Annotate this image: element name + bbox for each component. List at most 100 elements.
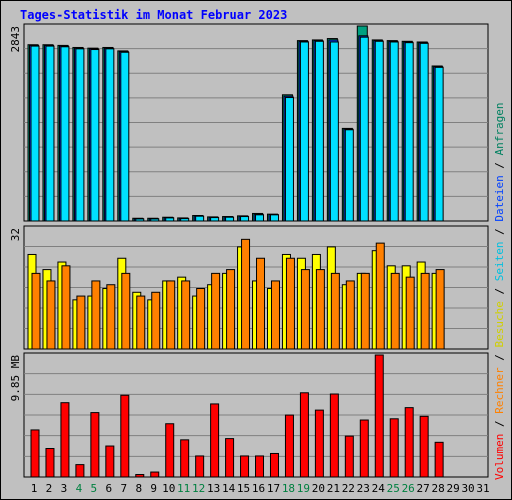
x-tick-label-day-20: 20 — [312, 482, 325, 495]
bar-hits-files-pages-s2-day-24 — [374, 40, 384, 222]
bar-visits-sites-s1-day-2 — [46, 280, 56, 350]
x-tick-label-day-1: 1 — [31, 482, 38, 495]
x-tick-label-day-24: 24 — [372, 482, 386, 495]
bar-hits-files-pages-s2-day-3 — [60, 46, 70, 222]
bar-visits-sites-s1-day-14 — [226, 269, 236, 350]
bar-visits-sites-s1-day-6 — [106, 284, 116, 350]
bar-visits-sites-s1-day-26 — [405, 276, 415, 350]
x-tick-label-day-21: 21 — [327, 482, 340, 495]
x-tick-label-day-11: 11 — [177, 482, 190, 495]
bar-visits-sites-s1-day-25 — [390, 272, 400, 350]
x-tick-label-day-9: 9 — [150, 482, 157, 495]
y-axis-max-label: 9.85 MB — [9, 355, 22, 402]
panel-volume: 9.85 MB — [9, 352, 489, 478]
bar-visits-sites-s1-day-1 — [31, 272, 41, 350]
right-legend-part-1: / — [493, 414, 506, 434]
bar-volume-s0-day-27 — [419, 415, 429, 478]
bar-visits-sites-s1-day-16 — [256, 257, 266, 350]
bar-volume-s0-day-19 — [299, 392, 309, 478]
bar-volume-s0-day-2 — [45, 448, 55, 478]
x-tick-label-day-28: 28 — [432, 482, 445, 495]
bar-hits-files-pages-s2-day-25 — [389, 41, 399, 222]
bar-visits-sites-s1-day-3 — [61, 265, 71, 350]
bar-volume-s0-day-8 — [135, 474, 145, 478]
bar-visits-sites-s1-day-15 — [241, 238, 251, 350]
bar-volume-s0-day-13 — [210, 403, 220, 478]
bar-hits-files-pages-s2-day-26 — [404, 42, 414, 222]
panel-hits-files-pages: 2843 — [9, 23, 489, 222]
x-tick-label-day-29: 29 — [446, 482, 459, 495]
bar-hits-files-pages-s2-day-9 — [150, 218, 160, 222]
bar-hits-files-pages-s2-day-18 — [284, 97, 294, 222]
x-tick-label-day-30: 30 — [461, 482, 474, 495]
right-legend-part-9: / — [493, 155, 506, 175]
x-tick-label-day-25: 25 — [387, 482, 400, 495]
x-tick-label-day-7: 7 — [120, 482, 127, 495]
bar-volume-s0-day-14 — [225, 438, 235, 478]
x-tick-label-day-31: 31 — [476, 482, 489, 495]
bar-volume-s0-day-4 — [75, 464, 85, 478]
x-tick-label-day-26: 26 — [402, 482, 415, 495]
bar-volume-s0-day-25 — [389, 418, 399, 478]
right-legend-part-0: Volumen — [493, 434, 506, 480]
bar-hits-files-pages-s2-day-12 — [195, 215, 205, 222]
bar-hits-files-pages-s2-day-6 — [105, 48, 115, 222]
bar-volume-s0-day-15 — [240, 455, 250, 478]
bar-hits-files-pages-s2-day-13 — [210, 217, 220, 222]
right-legend-part-3: / — [493, 348, 506, 368]
x-tick-label-day-8: 8 — [135, 482, 142, 495]
bar-volume-s0-day-10 — [165, 423, 175, 478]
bar-visits-sites-s1-day-18 — [285, 257, 295, 350]
x-tick-label-day-10: 10 — [162, 482, 175, 495]
right-legend-part-4: Besuche — [493, 301, 506, 347]
x-tick-label-day-17: 17 — [267, 482, 280, 495]
bar-hits-files-pages-s2-day-15 — [240, 216, 250, 222]
x-tick-label-day-27: 27 — [417, 482, 430, 495]
bar-hits-files-pages-s2-day-27 — [419, 42, 429, 222]
bar-volume-s0-day-9 — [150, 471, 160, 478]
bar-hits-files-pages-s2-day-10 — [165, 217, 175, 222]
bar-hits-files-pages-s2-day-22 — [344, 129, 354, 222]
x-tick-label-day-22: 22 — [342, 482, 355, 495]
right-legend-part-5: / — [493, 281, 506, 301]
bar-hits-files-pages-s2-day-17 — [269, 214, 279, 222]
bar-volume-s0-day-6 — [105, 445, 115, 478]
panel-visits-sites: 32 — [9, 225, 489, 350]
x-tick-label-day-15: 15 — [237, 482, 250, 495]
bar-visits-sites-s1-day-20 — [315, 269, 325, 350]
bar-hits-files-pages-s2-day-16 — [255, 214, 265, 222]
bar-visits-sites-s1-day-24 — [375, 242, 385, 350]
x-tick-label-day-23: 23 — [357, 482, 370, 495]
x-tick-label-day-19: 19 — [297, 482, 310, 495]
bar-visits-sites-s1-day-7 — [121, 272, 131, 350]
bar-volume-s0-day-26 — [404, 407, 414, 478]
chart-panels: 2843 32 9.85 MB — [9, 23, 489, 478]
x-tick-label-day-6: 6 — [106, 482, 113, 495]
right-legend-part-2: Rechner — [493, 367, 506, 414]
bar-hits-files-pages-s2-day-4 — [75, 48, 85, 222]
right-legend-part-8: Dateien — [493, 175, 506, 221]
bar-hits-files-pages-s2-day-2 — [45, 45, 55, 222]
bar-volume-s0-day-12 — [195, 455, 205, 478]
bar-volume-s0-day-18 — [284, 414, 294, 478]
bar-hits-files-pages-s2-day-14 — [225, 216, 235, 222]
x-tick-label-day-12: 12 — [192, 482, 205, 495]
bar-volume-s0-day-21 — [329, 393, 339, 478]
bar-volume-s0-day-20 — [314, 409, 324, 478]
bar-hits-files-pages-s2-day-20 — [314, 40, 324, 222]
bar-visits-sites-s1-day-5 — [91, 280, 101, 350]
bar-volume-s0-day-1 — [30, 429, 40, 478]
bar-volume-s0-day-7 — [120, 394, 130, 478]
x-tick-label-day-5: 5 — [91, 482, 98, 495]
x-tick-label-day-14: 14 — [222, 482, 236, 495]
bar-visits-sites-s1-day-9 — [151, 291, 161, 350]
bar-visits-sites-s1-day-10 — [166, 280, 176, 350]
y-axis-max-label: 2843 — [9, 26, 22, 53]
bar-hits-files-pages-s2-day-19 — [299, 41, 309, 222]
bar-visits-sites-s1-day-19 — [300, 269, 310, 350]
bar-visits-sites-s1-day-8 — [136, 295, 146, 350]
bar-hits-files-pages-s2-day-5 — [90, 49, 100, 222]
bar-hits-files-pages-s2-day-23 — [359, 36, 369, 222]
bar-volume-s0-day-17 — [269, 452, 279, 478]
